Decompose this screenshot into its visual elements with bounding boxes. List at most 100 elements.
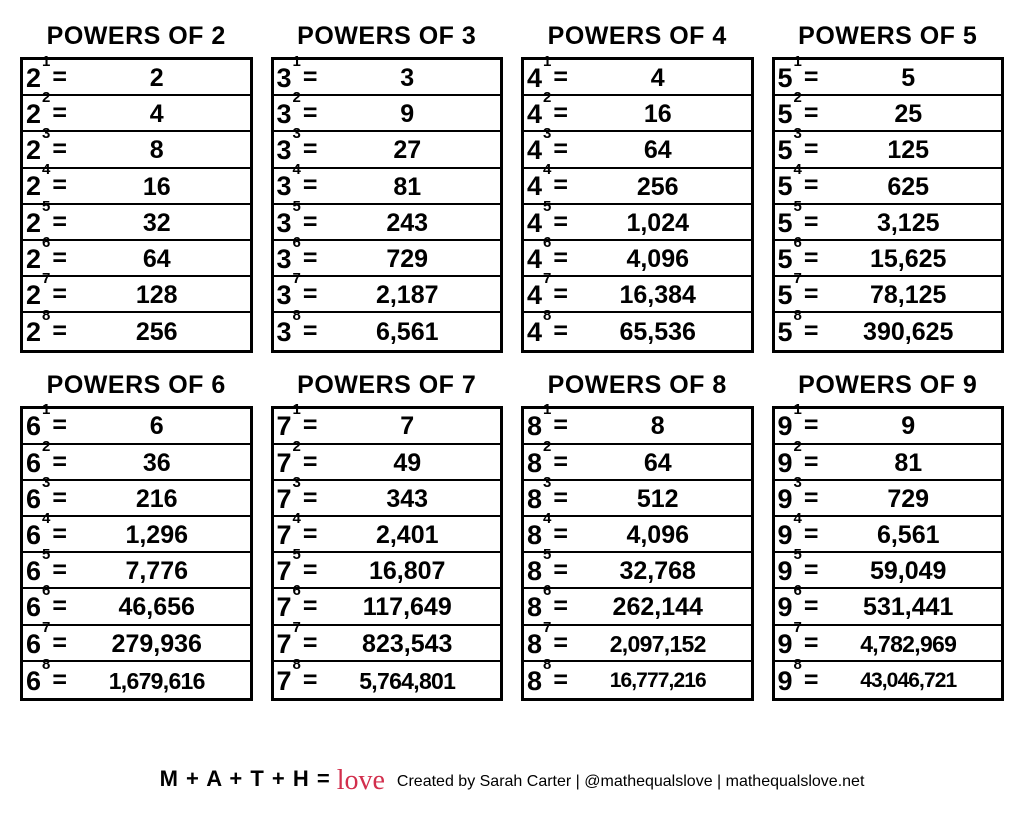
exponent: 3 [794, 475, 802, 491]
base: 2 [26, 64, 41, 92]
table-row: 95=59,049 [775, 553, 1002, 589]
table-row: 22=4 [23, 96, 250, 132]
exponent: 2 [543, 439, 551, 455]
equals-sign: = [303, 64, 318, 90]
power-value: 531,441 [821, 594, 995, 620]
table-row: 28=256 [23, 313, 250, 349]
base: 8 [527, 667, 542, 695]
base: 5 [778, 318, 793, 346]
equals-sign: = [804, 100, 819, 126]
power-expression: 81= [527, 412, 571, 440]
base: 4 [527, 64, 542, 92]
table-row: 85=32,768 [524, 553, 751, 589]
base: 7 [277, 630, 292, 658]
exponent: 7 [293, 620, 301, 636]
base: 9 [778, 521, 793, 549]
powers-panel-4: POWERS OF 441=442=1643=6444=25645=1,0244… [521, 22, 754, 353]
power-value: 3 [320, 65, 494, 91]
power-expression: 45= [527, 209, 571, 237]
table-row: 87=2,097,152 [524, 626, 751, 662]
power-expression: 98= [778, 667, 822, 695]
equals-sign: = [804, 64, 819, 90]
power-expression: 66= [26, 593, 70, 621]
powers-grid: POWERS OF 221=222=423=824=1625=3226=6427… [20, 22, 1004, 701]
exponent: 2 [42, 90, 50, 106]
equals-sign: = [52, 136, 67, 162]
exponent: 4 [794, 162, 802, 178]
equals-sign: = [303, 412, 318, 438]
power-value: 65,536 [571, 319, 745, 345]
panel-title: POWERS OF 8 [548, 371, 727, 400]
equals-sign: = [553, 100, 568, 126]
power-value: 78,125 [821, 282, 995, 308]
power-expression: 21= [26, 64, 70, 92]
exponent: 7 [42, 620, 50, 636]
power-expression: 65= [26, 557, 70, 585]
table-row: 82=64 [524, 445, 751, 481]
power-value: 32 [70, 210, 244, 236]
table-row: 35=243 [274, 205, 501, 241]
power-expression: 86= [527, 593, 571, 621]
exponent: 8 [543, 308, 551, 324]
power-value: 343 [320, 486, 494, 512]
exponent: 3 [794, 126, 802, 142]
power-expression: 78= [277, 667, 321, 695]
table-row: 81=8 [524, 409, 751, 445]
power-value: 512 [571, 486, 745, 512]
power-value: 64 [571, 137, 745, 163]
power-expression: 96= [778, 593, 822, 621]
table-row: 25=32 [23, 205, 250, 241]
exponent: 2 [543, 90, 551, 106]
panel-title: POWERS OF 2 [47, 22, 226, 51]
base: 6 [26, 593, 41, 621]
equals-sign: = [553, 318, 568, 344]
exponent: 3 [543, 126, 551, 142]
power-expression: 32= [277, 100, 321, 128]
power-expression: 91= [778, 412, 822, 440]
base: 9 [778, 449, 793, 477]
table-row: 33=27 [274, 132, 501, 168]
power-expression: 58= [778, 318, 822, 346]
power-expression: 22= [26, 100, 70, 128]
base: 8 [527, 557, 542, 585]
power-value: 125 [821, 137, 995, 163]
table-row: 62=36 [23, 445, 250, 481]
power-expression: 47= [527, 281, 571, 309]
power-value: 16,807 [320, 558, 494, 584]
table-row: 41=4 [524, 60, 751, 96]
power-value: 32,768 [571, 558, 745, 584]
power-expression: 92= [778, 449, 822, 477]
power-value: 9 [821, 413, 995, 439]
base: 8 [527, 593, 542, 621]
table-row: 76=117,649 [274, 589, 501, 625]
base: 6 [26, 667, 41, 695]
power-value: 49 [320, 450, 494, 476]
table-row: 55=3,125 [775, 205, 1002, 241]
exponent: 7 [543, 620, 551, 636]
equals-sign: = [804, 630, 819, 656]
table-row: 38=6,561 [274, 313, 501, 349]
power-expression: 42= [527, 100, 571, 128]
base: 9 [778, 412, 793, 440]
table-row: 63=216 [23, 481, 250, 517]
power-expression: 63= [26, 485, 70, 513]
base: 4 [527, 245, 542, 273]
exponent: 5 [543, 547, 551, 563]
exponent: 6 [794, 235, 802, 251]
exponent: 4 [293, 511, 301, 527]
equals-sign: = [553, 245, 568, 271]
powers-panel-7: POWERS OF 771=772=4973=34374=2,40175=16,… [271, 371, 504, 702]
exponent: 8 [543, 657, 551, 673]
base: 2 [26, 318, 41, 346]
power-expression: 85= [527, 557, 571, 585]
power-expression: 55= [778, 209, 822, 237]
table-row: 46=4,096 [524, 241, 751, 277]
power-expression: 26= [26, 245, 70, 273]
equals-sign: = [52, 209, 67, 235]
powers-table: 41=442=1643=6444=25645=1,02446=4,09647=1… [521, 57, 754, 353]
power-value: 64 [70, 246, 244, 272]
power-value: 279,936 [70, 631, 244, 657]
power-value: 3,125 [821, 210, 995, 236]
power-expression: 72= [277, 449, 321, 477]
equals-sign: = [553, 172, 568, 198]
